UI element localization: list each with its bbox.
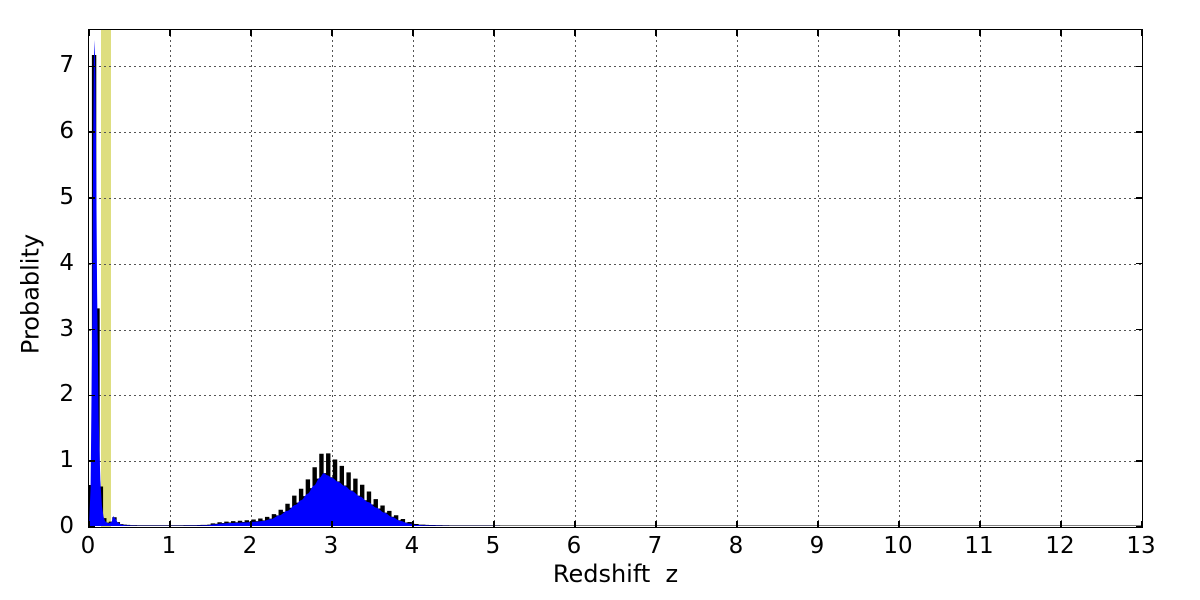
- x-tick-label: 9: [809, 533, 825, 559]
- y-tick-label: 1: [59, 447, 74, 474]
- y-tick-label: 2: [59, 381, 74, 408]
- x-tick-mark: [331, 30, 333, 36]
- y-tick-mark: [1136, 262, 1142, 265]
- x-axis-label: Redshift z: [552, 560, 679, 588]
- y-tick-mark: [89, 394, 95, 397]
- y-tick-mark: [89, 526, 95, 527]
- x-tick-mark: [574, 521, 576, 527]
- x-tick-mark: [1060, 521, 1062, 527]
- y-tick-mark: [89, 262, 95, 265]
- tick-layer: [89, 30, 1142, 527]
- x-tick-mark: [1060, 30, 1062, 36]
- gridline-vertical: [818, 30, 819, 527]
- y-tick-mark: [1136, 526, 1142, 527]
- x-tick-mark: [493, 30, 495, 36]
- x-tick-label: 6: [566, 533, 582, 559]
- x-tick-mark: [979, 30, 981, 36]
- x-tick-label: 12: [1045, 533, 1075, 559]
- y-tick-mark: [89, 460, 95, 462]
- y-axis-label: Probablity: [16, 233, 45, 355]
- x-tick-mark: [493, 521, 495, 527]
- x-tick-label: 1: [161, 533, 177, 559]
- y-tick-mark: [1136, 460, 1142, 462]
- x-tick-mark: [898, 521, 900, 527]
- gridline-horizontal: [89, 66, 1142, 68]
- x-tick-mark: [898, 30, 900, 36]
- y-tick-mark: [89, 197, 95, 199]
- x-tick-label: 2: [242, 533, 258, 559]
- x-tick-mark: [1141, 30, 1142, 36]
- y-tick-mark: [1136, 65, 1142, 67]
- gridline-layer: [89, 30, 1142, 527]
- x-tick-label: 3: [323, 533, 339, 559]
- x-tick-label: 0: [80, 533, 96, 559]
- x-tick-mark: [979, 521, 981, 527]
- x-tick-label: 5: [485, 533, 501, 559]
- y-tick-label: 4: [59, 249, 74, 276]
- x-tick-label: 13: [1126, 533, 1156, 559]
- y-tick-mark: [89, 131, 95, 133]
- y-tick-mark: [1136, 394, 1142, 397]
- y-tick-label: 6: [59, 118, 74, 145]
- x-tick-mark: [169, 30, 171, 36]
- y-tick-mark: [89, 328, 95, 331]
- y-tick-label: 0: [59, 513, 74, 539]
- gridline-vertical: [332, 30, 333, 527]
- gridline-vertical: [575, 30, 576, 527]
- x-tick-label: 10: [883, 533, 913, 559]
- x-tick-mark: [250, 30, 252, 36]
- y-tick-label: 5: [59, 183, 74, 210]
- x-tick-mark: [412, 30, 414, 36]
- x-tick-mark: [574, 30, 576, 36]
- x-tick-label: 7: [647, 533, 663, 559]
- x-tick-mark: [817, 30, 819, 36]
- x-tick-label: 4: [404, 533, 420, 559]
- annotation-layer: [89, 30, 1142, 527]
- x-tick-mark: [736, 30, 738, 36]
- gridline-vertical: [980, 30, 981, 527]
- gridline-horizontal: [89, 329, 1142, 331]
- x-tick-mark: [331, 521, 333, 527]
- gridline-vertical: [1061, 30, 1062, 527]
- highlight-band-vspan: [100, 30, 111, 527]
- gridline-vertical: [494, 30, 495, 527]
- gridline-horizontal: [89, 263, 1142, 265]
- gridline-vertical: [170, 30, 171, 527]
- gridline-vertical: [656, 30, 657, 527]
- gridline-vertical: [899, 30, 900, 527]
- gridline-horizontal: [89, 197, 1142, 199]
- x-tick-mark: [169, 521, 171, 527]
- x-tick-mark: [817, 521, 819, 527]
- series-layer: [89, 30, 1142, 527]
- gridline-vertical: [737, 30, 738, 527]
- x-tick-mark: [736, 521, 738, 527]
- gridline-horizontal: [89, 132, 1142, 134]
- y-tick-mark: [1136, 131, 1142, 133]
- y-tick-label: 7: [59, 52, 74, 79]
- plot-area: [88, 29, 1143, 528]
- x-tick-label: 11: [964, 533, 994, 559]
- pdf-curve: [89, 39, 1141, 526]
- x-tick-mark: [1141, 521, 1142, 527]
- x-tick-mark: [655, 521, 657, 527]
- y-tick-label: 3: [59, 315, 74, 342]
- gridline-horizontal: [89, 395, 1142, 397]
- x-tick-mark: [655, 30, 657, 36]
- x-tick-mark: [89, 521, 90, 527]
- y-tick-mark: [89, 65, 95, 67]
- gridline-vertical: [413, 30, 414, 527]
- x-tick-mark: [250, 521, 252, 527]
- gridline-horizontal: [89, 461, 1142, 463]
- x-tick-mark: [412, 521, 414, 527]
- x-tick-mark: [89, 30, 90, 36]
- x-tick-label: 8: [728, 533, 744, 559]
- y-tick-mark: [1136, 197, 1142, 199]
- gridline-vertical: [251, 30, 252, 527]
- y-tick-mark: [1136, 328, 1142, 331]
